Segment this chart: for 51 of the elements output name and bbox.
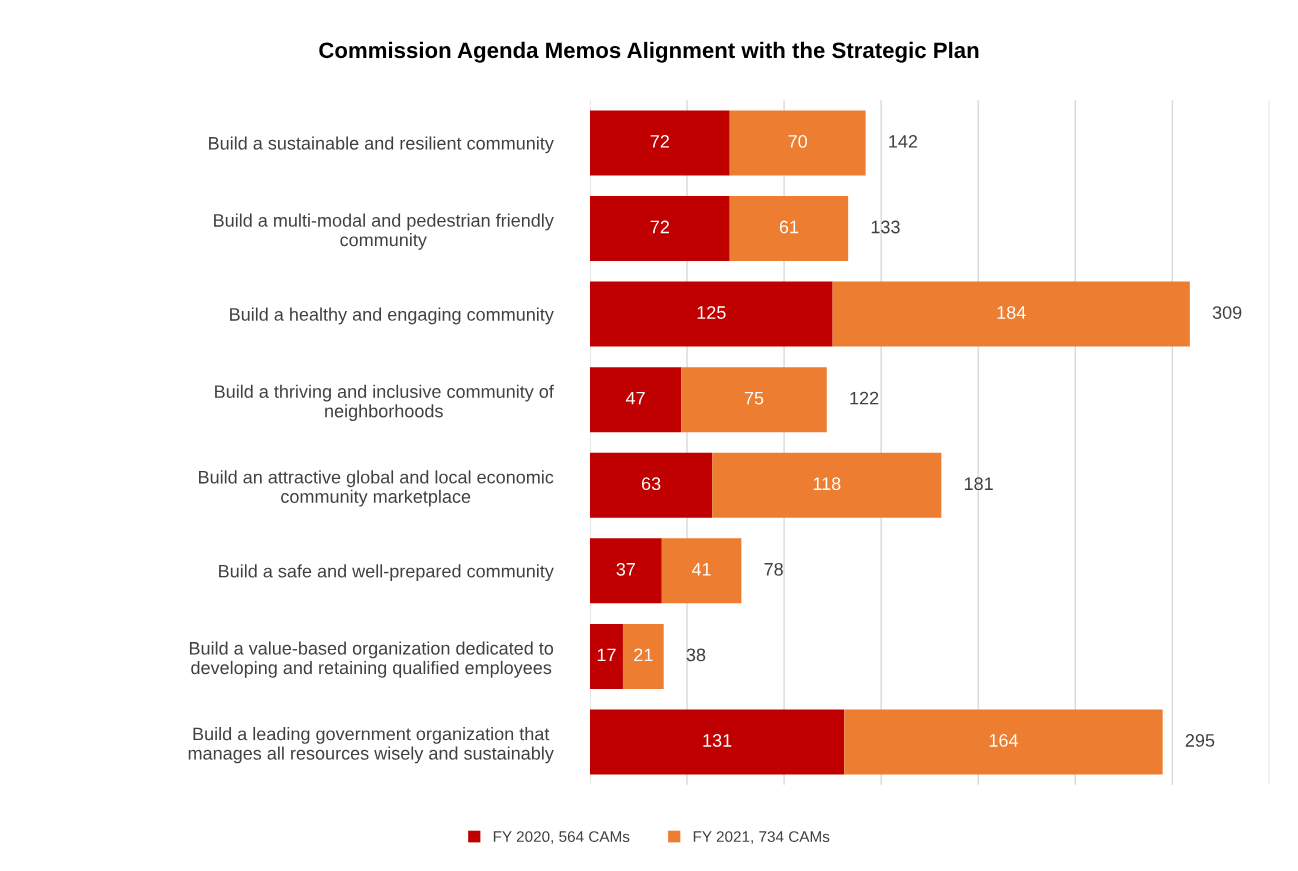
y-tick-label: Build a sustainable and resilient community [209,136,554,154]
y-tick-label: Build a safe and well-prepared community [219,564,554,582]
total-label: 38 [686,648,706,662]
total-label: 309 [1212,306,1242,319]
data-label: 47 [625,391,645,405]
bar [832,281,1190,347]
total-label: 181 [964,477,993,491]
legend-label: FY 2020, 564 CAMs [493,831,630,844]
y-tick-label: Build a thriving and inclusive community of neighborhoods [215,384,554,421]
total-label: 78 [764,562,783,576]
data-label: 17 [597,648,616,662]
legend-label: FY 2021, 734 CAMs [693,831,830,844]
y-tick-label: Build an attractive global and local economic community marketplace [199,470,554,507]
total-label: 142 [889,135,918,148]
bar [589,196,730,262]
y-tick-label: Build a value-based organization dedicated to developing and retaining qualified employees [189,641,554,678]
data-label: 72 [650,220,669,234]
bar [589,623,623,689]
data-label: 37 [616,562,635,576]
data-label: 72 [650,135,669,148]
bar [589,538,662,604]
y-tick-label: Build a multi-modal and pedestrian friendly community [214,213,554,250]
data-label: 131 [703,734,732,747]
bar [712,452,942,518]
chart-title: Commission Agenda Memos Alignment with the Strategic Plan [319,41,979,63]
bar [589,367,682,433]
data-label: 41 [691,563,711,576]
bar [681,367,827,433]
bar [589,110,730,176]
bar [661,538,742,604]
data-label: 118 [813,477,841,491]
total-label: 295 [1185,734,1215,747]
data-label: 21 [634,648,653,662]
y-tick-label: Build a healthy and engaging community [230,307,554,325]
y-tick-label: Build a leading government organization that manages all resources wisely and sustainably [188,727,554,764]
data-label: 164 [989,734,1018,747]
bar [589,709,845,775]
bar [589,281,833,347]
bar [729,110,866,176]
bar [729,196,849,262]
data-label: 61 [779,220,799,234]
data-label: 63 [641,477,661,491]
total-label: 133 [871,220,900,234]
bar [622,623,664,689]
data-label: 184 [997,306,1026,319]
data-label: 70 [788,135,808,148]
data-label: 75 [744,391,764,405]
total-label: 122 [850,391,879,405]
bar [589,452,713,518]
data-label: 125 [697,306,726,319]
bar [844,709,1163,775]
